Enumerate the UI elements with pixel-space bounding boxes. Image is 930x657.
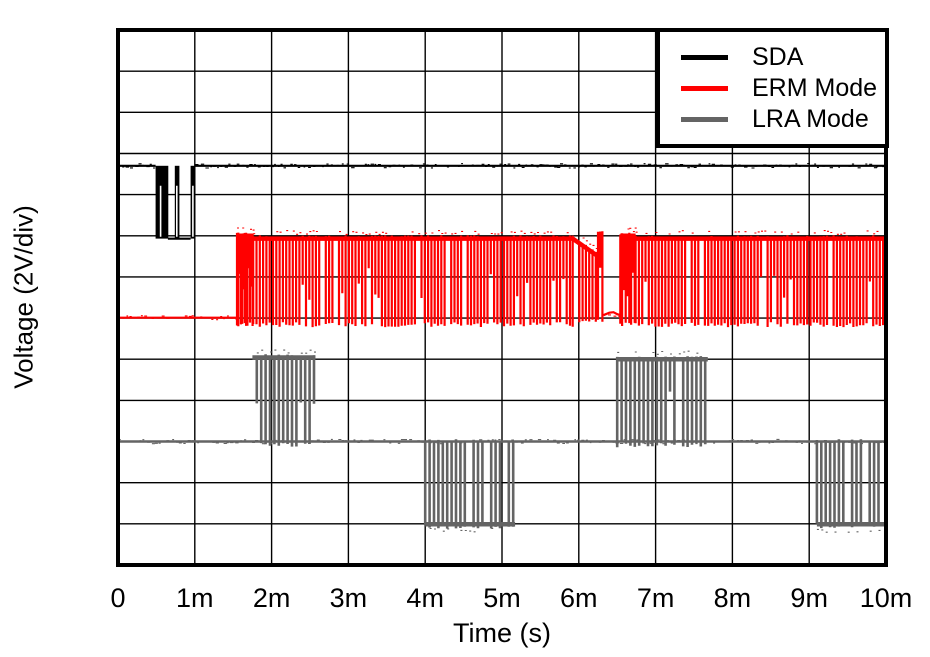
x-tick-label: 7m — [636, 583, 675, 613]
x-tick-label: 2m — [252, 583, 291, 613]
x-tick-label: 5m — [483, 583, 521, 613]
x-tick-label: 10m — [859, 583, 913, 613]
x-tick-label: 8m — [713, 583, 752, 613]
x-tick-label: 3m — [329, 583, 368, 613]
legend-label-sda: SDA — [752, 43, 804, 71]
x-tick-label: 4m — [406, 583, 444, 613]
legend-label-lra: LRA Mode — [752, 105, 869, 133]
legend-swatch-erm-line — [681, 86, 728, 91]
y-axis-label: Voltage (2V/div) — [8, 205, 39, 389]
x-tick-label: 1m — [176, 583, 214, 613]
legend-item-sda: SDA — [660, 42, 885, 73]
legend-item-lra-mode: LRA Mode — [660, 104, 885, 135]
legend-swatch-lra-line — [681, 117, 728, 122]
x-axis-label: Time (s) — [453, 618, 551, 648]
x-tick-label: 6m — [560, 583, 598, 613]
legend: SDA ERM Mode LRA Mode — [656, 28, 889, 148]
legend-label-erm: ERM Mode — [752, 74, 878, 102]
legend-item-erm-mode: ERM Mode — [660, 73, 885, 104]
x-tick-label: 0 — [110, 583, 126, 613]
x-tick-label: 9m — [790, 583, 828, 613]
legend-swatch-sda-line — [681, 55, 728, 60]
x-axis-ticks: 0 1m 2m 3m 4m 5m 6m 7m 8m 9m 10m — [0, 583, 930, 613]
